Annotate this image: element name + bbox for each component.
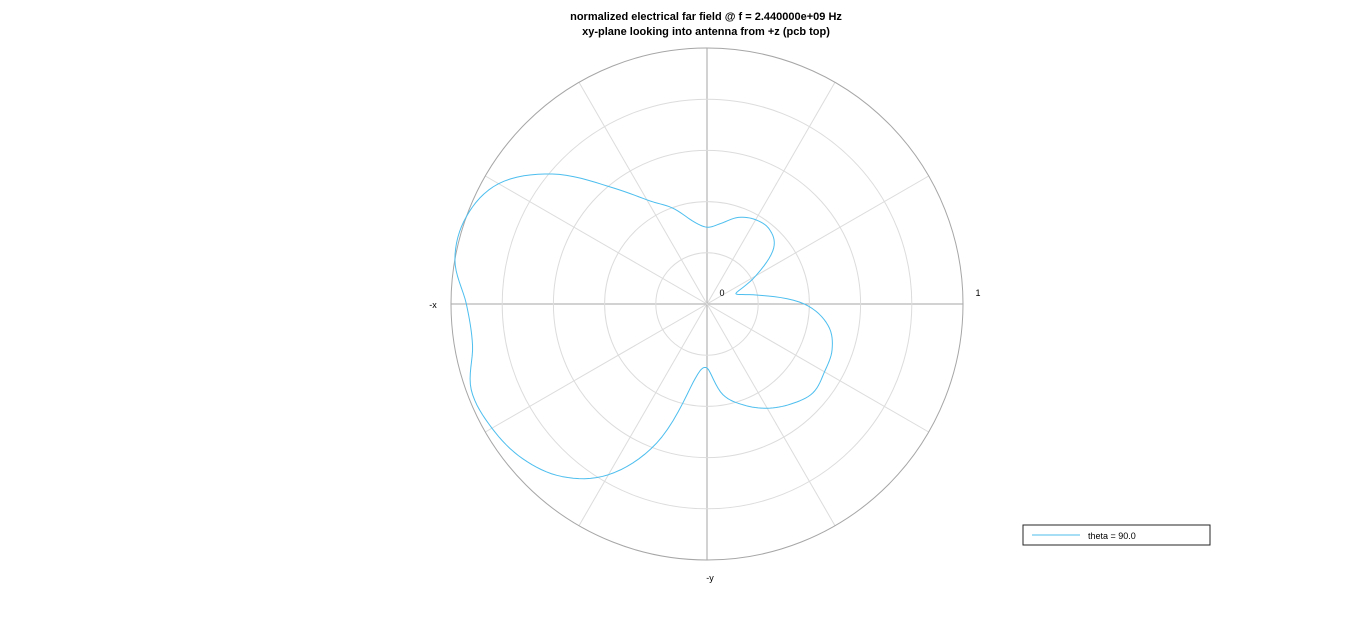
axis-label-bottom: -y: [706, 573, 714, 583]
chart-subtitle: xy-plane looking into antenna from +z (p…: [582, 26, 830, 38]
grid-spoke: [485, 175, 929, 433]
grid-ring: [604, 201, 810, 407]
series-layer: [454, 173, 833, 480]
series-line: [454, 173, 833, 480]
radial-tick-min: 0: [719, 288, 724, 298]
legend-entry-label: theta = 90.0: [1088, 531, 1136, 541]
grid-ring: [501, 98, 913, 510]
chart-title: normalized electrical far field @ f = 2.…: [570, 11, 842, 23]
grid-ring: [552, 149, 862, 459]
grid-ring: [655, 252, 759, 356]
legend: theta = 90.0: [1022, 524, 1211, 546]
polar-grid: [450, 47, 964, 561]
legend-box: [1022, 524, 1211, 546]
axis-label-left: -x: [429, 300, 437, 310]
polar-outer-ring: [450, 47, 964, 561]
radial-tick-max: 1: [975, 288, 980, 298]
